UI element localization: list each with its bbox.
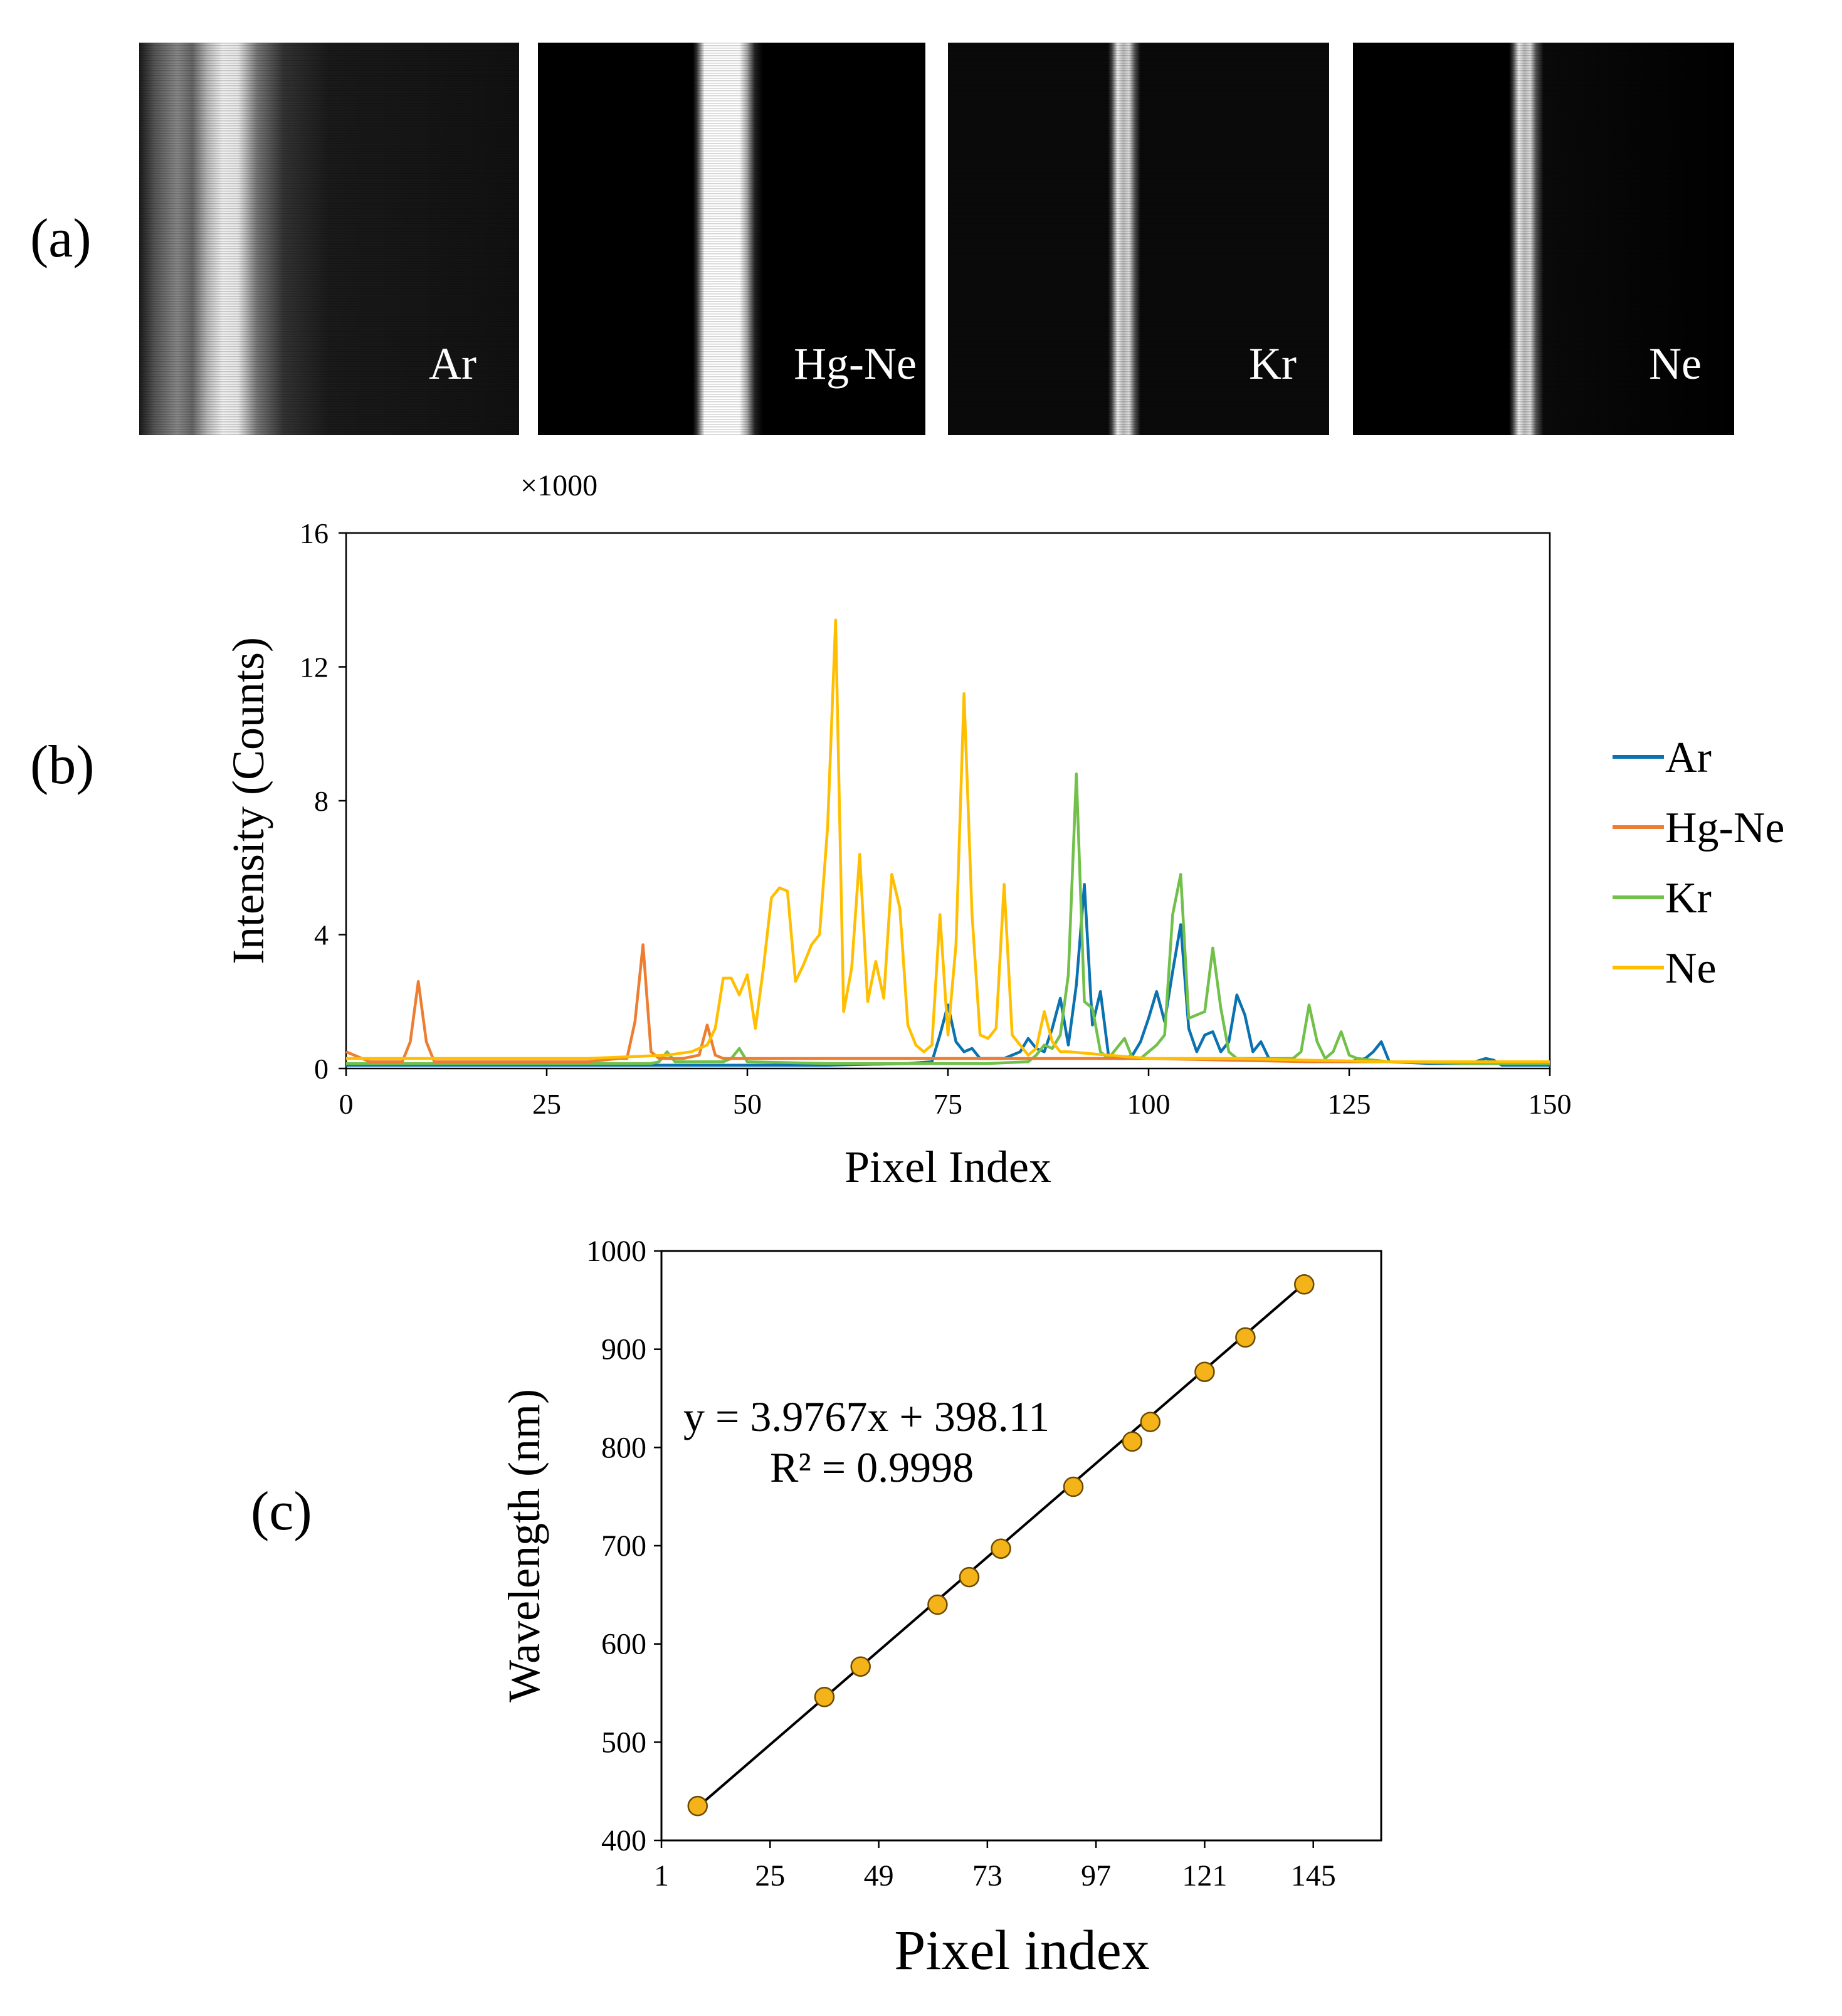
- spectrum-image-ne: Ne: [1353, 43, 1734, 435]
- series-line-ar: [346, 883, 1550, 1067]
- intensity-plot-frame: [345, 532, 1551, 1070]
- spectrum-image-label-hg-ne: Hg-Ne: [794, 339, 917, 389]
- intensity-y-tick-label: 16: [300, 517, 329, 549]
- calibration-point: [850, 1656, 871, 1677]
- calibration-y-tick-label: 900: [601, 1333, 646, 1366]
- series-line-hg-ne: [345, 943, 1550, 1063]
- calibration-y-tick-label: 700: [601, 1529, 646, 1563]
- calibration-x-tick-label: 121: [1182, 1859, 1227, 1892]
- intensity-x-tick-label: 50: [733, 1088, 762, 1120]
- calibration-x-tick-label: 145: [1291, 1859, 1336, 1892]
- intensity-y-tick-label: 4: [314, 919, 329, 951]
- panel-label-b: (b): [30, 735, 95, 796]
- intensity-y-tick-label: 0: [314, 1053, 329, 1085]
- calibration-x-tick-label: 73: [972, 1859, 1003, 1892]
- spectrum-image-label-ar: Ar: [429, 339, 476, 389]
- calibration-x-axis-label: Pixel index: [894, 1919, 1149, 1982]
- r-squared-annotation: R² = 0.9998: [770, 1443, 974, 1491]
- panel-label-a: (a): [30, 208, 92, 269]
- calibration-point: [1235, 1327, 1256, 1348]
- intensity-chart: ×1000 0 25 50 75 100 125 150 0 4 8 12 16 Pixel Inde…: [223, 469, 1784, 1192]
- spectrum-image-hg-ne: Hg-Ne: [538, 43, 925, 435]
- legend-label-hg-ne: Hg-Ne: [1665, 804, 1784, 852]
- series-line-ne: [346, 618, 1550, 1063]
- calibration-point: [687, 1795, 708, 1817]
- calibration-point: [1140, 1412, 1161, 1432]
- calibration-y-tick-label: 800: [601, 1431, 646, 1464]
- calibration-y-tick-label: 400: [601, 1824, 646, 1857]
- spectrum-image-label-kr: Kr: [1249, 339, 1297, 389]
- intensity-x-tick-label: 75: [934, 1088, 962, 1120]
- calibration-y-axis-label: Wavelength (nm): [499, 1389, 549, 1702]
- intensity-x-tick-label: 125: [1328, 1088, 1371, 1120]
- legend-label-kr: Kr: [1665, 874, 1712, 922]
- y-multiplier-label: ×1000: [520, 469, 597, 502]
- intensity-x-axis-label: Pixel Index: [845, 1142, 1051, 1192]
- calibration-chart: 1 25 49 73 97 121 145 400 500 600 700 800 900 1000 Pi…: [499, 1235, 1382, 1982]
- calibration-x-tick-label: 25: [755, 1859, 785, 1892]
- calibration-x-tick-label: 49: [864, 1859, 894, 1892]
- intensity-y-axis-label: Intensity (Counts): [223, 637, 273, 964]
- calibration-point: [814, 1687, 835, 1707]
- calibration-point: [959, 1566, 980, 1588]
- spectrum-image-label-ne: Ne: [1649, 339, 1702, 389]
- intensity-x-tick-label: 25: [532, 1088, 561, 1120]
- intensity-x-tick-label: 100: [1127, 1088, 1171, 1120]
- spectrum-image-kr: Kr: [948, 43, 1329, 435]
- legend-label-ne: Ne: [1665, 944, 1717, 993]
- spectrum-image-ar: Ar: [139, 43, 519, 435]
- calibration-x-tick-label: 97: [1081, 1859, 1111, 1892]
- intensity-x-tick-label: 150: [1529, 1088, 1572, 1120]
- calibration-plot-frame: [660, 1250, 1382, 1842]
- calibration-point: [991, 1538, 1011, 1559]
- legend-label-ar: Ar: [1665, 734, 1712, 782]
- calibration-x-tick-label: 1: [654, 1859, 669, 1892]
- calibration-point: [1122, 1431, 1143, 1452]
- calibration-y-tick-label: 1000: [586, 1235, 646, 1268]
- panel-label-c: (c): [251, 1481, 312, 1542]
- intensity-y-tick-label: 12: [300, 652, 329, 683]
- calibration-point: [1294, 1274, 1315, 1295]
- intensity-y-tick-label: 8: [314, 785, 329, 817]
- series-line-kr: [346, 773, 1550, 1065]
- calibration-point: [927, 1594, 948, 1615]
- calibration-point: [1063, 1476, 1084, 1497]
- fit-equation-annotation: y = 3.9767x + 398.11: [683, 1393, 1050, 1440]
- intensity-x-tick-label: 0: [339, 1088, 354, 1120]
- calibration-y-tick-label: 500: [601, 1726, 646, 1759]
- calibration-point: [1194, 1361, 1215, 1382]
- calibration-y-tick-label: 600: [601, 1628, 646, 1661]
